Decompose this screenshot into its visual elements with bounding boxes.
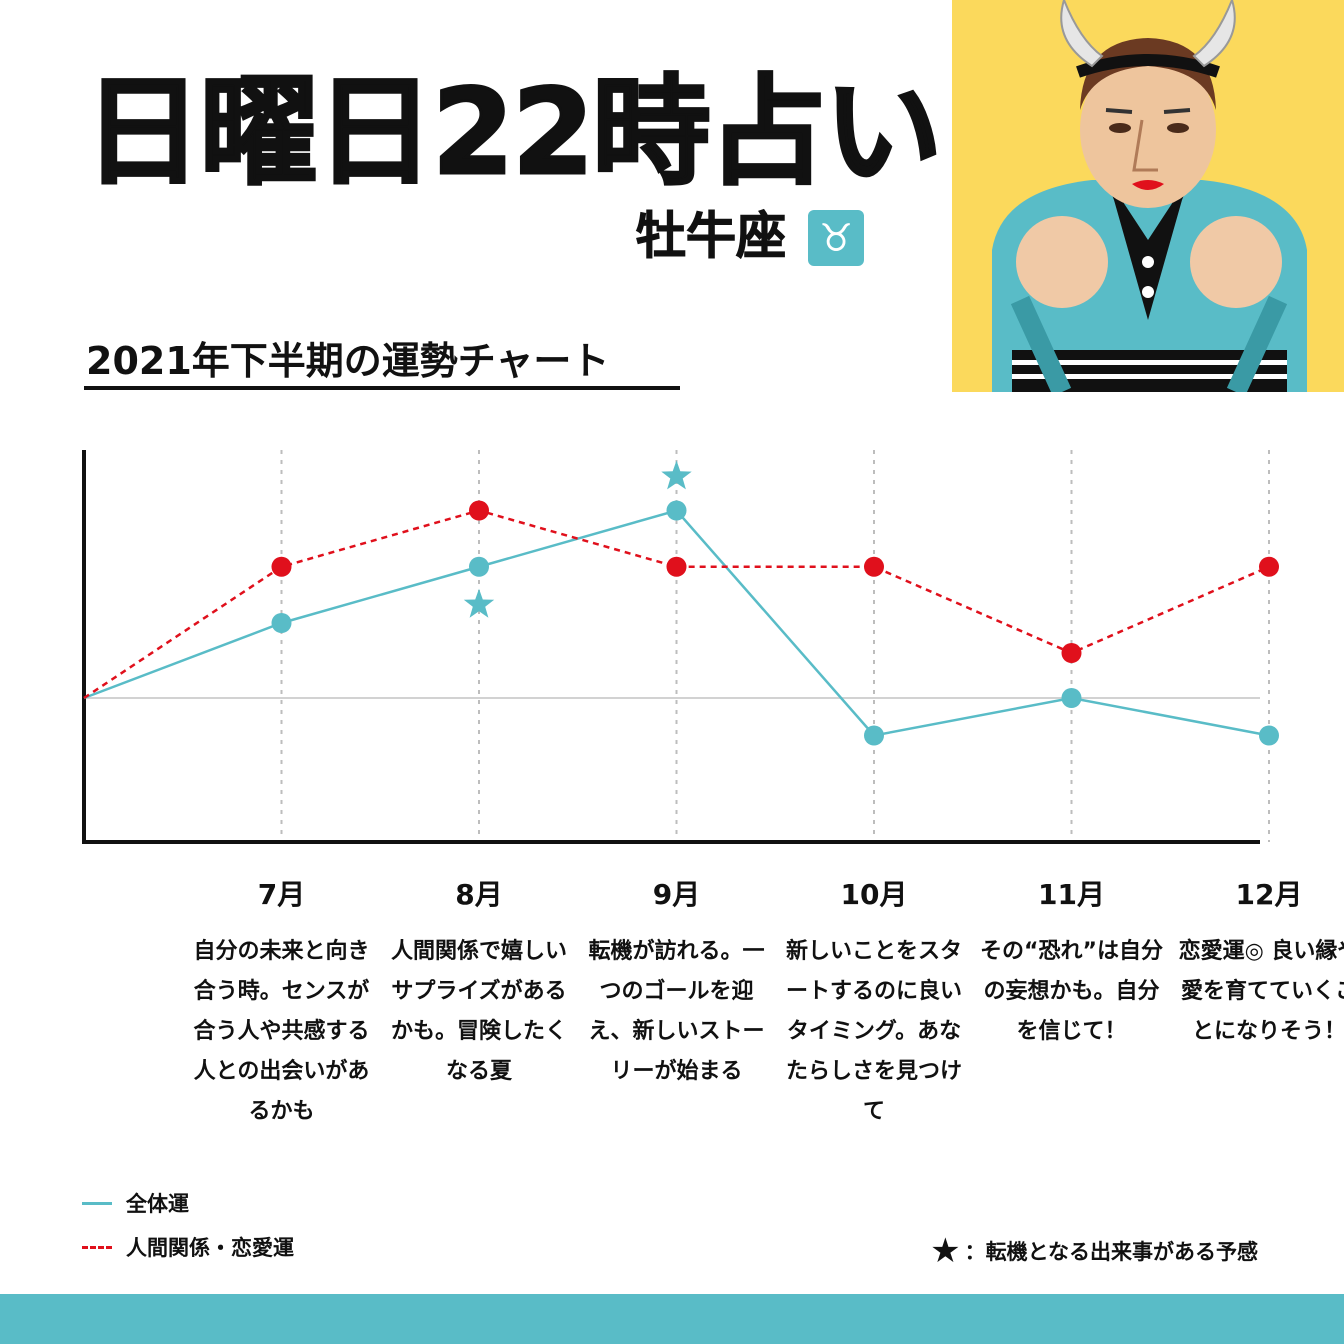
legend-label-overall: 全体運 — [126, 1192, 189, 1216]
series-1-point-2 — [469, 556, 489, 577]
month-label-4: 10月 — [840, 878, 908, 911]
legend-item-overall: 全体運 — [82, 1188, 189, 1218]
series-2-point-6 — [1259, 556, 1279, 577]
series-2-point-4 — [864, 556, 884, 577]
series-line-2 — [83, 509, 1270, 700]
fortune-line-chart — [82, 450, 1279, 844]
series-1-point-4 — [864, 725, 884, 746]
series-1-point-5 — [1061, 688, 1082, 708]
month-label-2: 8月 — [455, 878, 503, 911]
month-description-6: 恋愛運◎ 良い縁や愛を育てていくことになりそう！ — [1178, 939, 1344, 1044]
month-label-6: 12月 — [1235, 878, 1303, 911]
star-icon: ★ — [930, 1231, 961, 1271]
series-2-point-2 — [469, 500, 489, 521]
title-underline — [84, 386, 680, 390]
month-label-5: 11月 — [1038, 878, 1105, 911]
turning-point-star-2 — [661, 460, 692, 490]
legend-label-relationship: 人間関係・恋愛運 — [126, 1236, 294, 1260]
series-2-point-5 — [1061, 643, 1082, 663]
chart-title: 2021年下半期の運勢チャート — [86, 339, 610, 383]
series-1-point-1 — [271, 613, 292, 633]
star-legend-text: ：転機となる出来事がある予感 — [964, 1240, 1258, 1264]
series-2-point-1 — [271, 556, 292, 577]
month-description-5: その“恐れ”は自分の妄想かも。自分を信じて！ — [980, 939, 1163, 1044]
footer-bar — [0, 1294, 1344, 1344]
month-description-2: 人間関係で嬉しいサプライズがあるかも。冒険したくなる夏 — [390, 939, 567, 1084]
page-title: 日曜日22時占い — [82, 62, 943, 203]
month-description-3: 転機が訪れる。一つのゴールを迎え、新しいストーリーが始まる — [588, 939, 765, 1084]
turning-point-star-1 — [463, 588, 495, 618]
series-2-point-3 — [666, 556, 687, 577]
month-label-3: 9月 — [652, 878, 701, 911]
month-description-4: 新しいことをスタートするのに良いタイミング。あなたらしさを見つけて — [785, 939, 962, 1124]
month-label-1: 7月 — [257, 878, 306, 911]
legend-dashed-line-icon — [82, 1245, 112, 1249]
series-1-point-6 — [1259, 725, 1279, 746]
legend-item-relationship: 人間関係・恋愛運 — [82, 1232, 294, 1262]
month-description-1: 自分の未来と向き合う時。センスが合う人や共感する人との出会いがあるかも — [193, 939, 370, 1124]
taurus-icon: ♉ — [808, 210, 864, 266]
taurus-character-illustration — [952, 0, 1344, 392]
series-1-point-3 — [666, 500, 687, 521]
star-legend-note: ★ ：転機となる出来事がある予感 — [930, 1234, 1258, 1268]
zodiac-sign-name: 牡牛座 — [636, 207, 787, 266]
legend-solid-line-icon — [82, 1201, 112, 1205]
